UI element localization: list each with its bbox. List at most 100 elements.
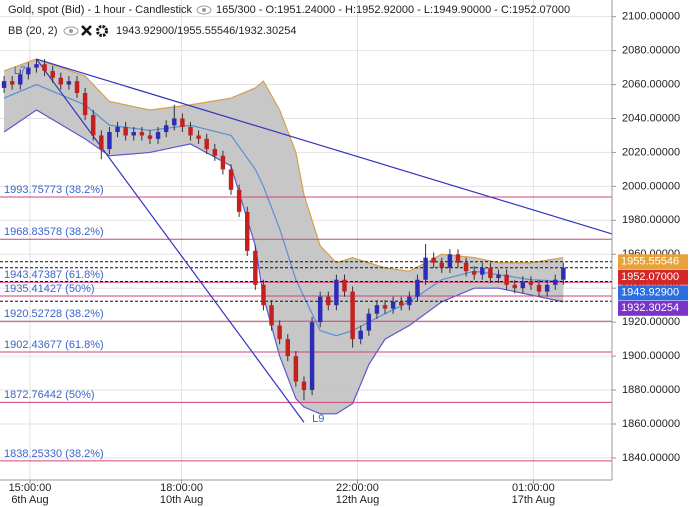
candle-body bbox=[561, 267, 566, 280]
candle-body bbox=[172, 118, 177, 126]
candle-body bbox=[220, 155, 226, 170]
candle-body bbox=[285, 339, 290, 357]
candle-body bbox=[317, 296, 323, 323]
trend-line bbox=[36, 58, 613, 235]
candle-body bbox=[253, 250, 258, 285]
y-tick-label: 2100.00000 bbox=[622, 11, 680, 23]
candle-body bbox=[326, 296, 331, 306]
fib-label: 1935.41427 (50%) bbox=[4, 283, 95, 295]
y-tick-label: 2020.00000 bbox=[622, 146, 680, 158]
candle-body bbox=[309, 322, 315, 391]
candle-body bbox=[196, 135, 201, 139]
indicator-values: 1943.92900/1955.55546/1932.30254 bbox=[116, 25, 296, 37]
candle-body bbox=[236, 189, 242, 212]
candle-body bbox=[26, 67, 31, 75]
candle-body bbox=[512, 284, 517, 289]
indicator-name: BB (20, 2) bbox=[8, 25, 58, 37]
candle-body bbox=[399, 301, 404, 306]
candle-body bbox=[90, 115, 96, 136]
settings-icon[interactable] bbox=[96, 25, 108, 37]
candle-body bbox=[115, 126, 120, 133]
candle-body bbox=[423, 257, 428, 280]
candle-body bbox=[9, 81, 15, 85]
y-tick-label: 2040.00000 bbox=[622, 112, 680, 124]
x-tick-label: 15:00:00 bbox=[9, 482, 52, 494]
candle-body bbox=[301, 381, 307, 391]
x-tick-label: 01:00:00 bbox=[512, 482, 555, 494]
candle-body bbox=[455, 254, 461, 263]
candle-body bbox=[74, 81, 80, 94]
candle-body bbox=[431, 257, 436, 263]
ohlc-text: 165/300 - O:1951.24000 - H:1952.92000 - … bbox=[216, 4, 570, 16]
candle-body bbox=[66, 81, 72, 85]
price-tag-label: 1955.55546 bbox=[621, 256, 679, 268]
remove-icon[interactable] bbox=[81, 25, 92, 36]
fib-label: 1838.25330 (38.2%) bbox=[4, 448, 104, 460]
candle-body bbox=[471, 271, 477, 275]
band-area bbox=[4, 59, 564, 414]
y-tick-label: 2060.00000 bbox=[622, 78, 680, 90]
x-tick-date: 12th Aug bbox=[336, 494, 379, 506]
y-tick-label: 1860.00000 bbox=[622, 418, 680, 430]
eye-icon[interactable] bbox=[63, 26, 79, 36]
candle-body bbox=[480, 267, 485, 275]
candle-body bbox=[382, 305, 388, 309]
candle-body bbox=[139, 132, 145, 136]
y-tick-label: 2000.00000 bbox=[622, 180, 680, 192]
candle-body bbox=[155, 132, 161, 139]
candle-body bbox=[350, 291, 355, 340]
candle-body bbox=[390, 301, 396, 309]
candle-body bbox=[34, 64, 39, 68]
candle-body bbox=[463, 262, 469, 272]
candle-body bbox=[261, 284, 266, 306]
candle-body bbox=[536, 284, 542, 292]
price-tag-label: 1952.07000 bbox=[621, 271, 679, 283]
candle-body bbox=[504, 274, 509, 285]
candle-body bbox=[163, 125, 169, 133]
price-tag bbox=[618, 300, 688, 316]
trend-line bbox=[35, 58, 305, 423]
y-tick-label: 1920.00000 bbox=[622, 316, 680, 328]
candle-body bbox=[544, 284, 550, 292]
y-tick-label: 1900.00000 bbox=[622, 350, 680, 362]
candle-body bbox=[447, 254, 453, 268]
candle-body bbox=[212, 149, 218, 156]
candle-body bbox=[277, 325, 282, 340]
x-tick-date: 10th Aug bbox=[160, 494, 203, 506]
x-tick-label: 22:00:00 bbox=[336, 482, 379, 494]
band-upper bbox=[3, 58, 564, 272]
bollinger-bands bbox=[3, 58, 564, 415]
candle-body bbox=[366, 313, 372, 331]
candle-body bbox=[58, 77, 64, 85]
x-tick-date: 17th Aug bbox=[512, 494, 555, 506]
candle-body bbox=[99, 135, 104, 150]
price-tag bbox=[618, 269, 688, 285]
chart-title: Gold, spot (Bid) - 1 hour - Candlestick bbox=[8, 4, 193, 16]
candle-body bbox=[293, 356, 299, 382]
candle-body bbox=[18, 74, 23, 85]
labels: 1840.00000 1860.00000 1880.00000 1900.00000… bbox=[4, 11, 688, 506]
candle-body bbox=[488, 267, 493, 279]
point-label: L7 bbox=[14, 65, 26, 77]
candle-body bbox=[520, 281, 526, 289]
candle-body bbox=[228, 169, 234, 190]
candle-body bbox=[407, 296, 412, 306]
band-lower bbox=[3, 109, 564, 415]
candle-body bbox=[50, 70, 55, 78]
point-label: L9 bbox=[312, 413, 324, 425]
candle-body bbox=[123, 126, 128, 136]
candle-body bbox=[553, 279, 558, 285]
fib-label: 1943.47387 (61.8%) bbox=[4, 269, 104, 281]
candle-body bbox=[528, 281, 534, 285]
candle-body bbox=[188, 126, 193, 136]
candle-body bbox=[334, 279, 339, 306]
overlays bbox=[0, 58, 613, 462]
eye-icon[interactable] bbox=[196, 5, 212, 15]
fib-label: 1902.43677 (61.8%) bbox=[4, 339, 104, 351]
candle-body bbox=[42, 64, 47, 71]
candles bbox=[1, 59, 566, 401]
fib-label: 1968.83578 (38.2%) bbox=[4, 226, 104, 238]
candle-body bbox=[415, 279, 420, 297]
